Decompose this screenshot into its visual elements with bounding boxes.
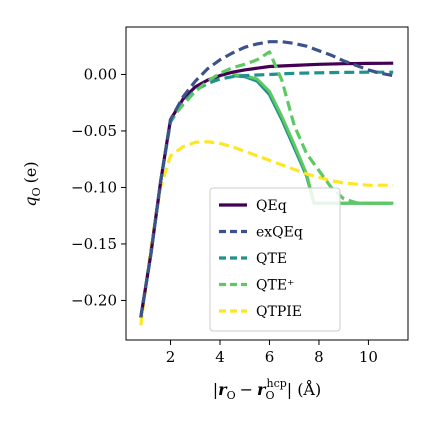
y-tick-label: −0.05 bbox=[71, 122, 117, 140]
y-tick-label: −0.10 bbox=[71, 178, 117, 196]
y-axis-label: qO(e) bbox=[21, 161, 43, 206]
y-tick-label: −0.20 bbox=[71, 291, 117, 309]
legend-label-0: QEq bbox=[256, 198, 287, 214]
series-line-4 bbox=[139, 140, 394, 326]
legend-label-3: QTE⁺ bbox=[256, 278, 294, 294]
legend-label-1: exQEq bbox=[256, 225, 303, 241]
x-tick-label: 10 bbox=[359, 348, 378, 366]
y-tick-label: 0.00 bbox=[84, 65, 117, 83]
series-line-1 bbox=[139, 40, 394, 318]
x-tick-label: 8 bbox=[314, 348, 324, 366]
series-line-2 bbox=[139, 70, 394, 318]
x-tick-label: 6 bbox=[265, 348, 275, 366]
legend-box bbox=[209, 187, 341, 332]
x-tick-label: 4 bbox=[215, 348, 225, 366]
legend: QEq exQEq QTE QTE⁺ QTPIE bbox=[209, 187, 341, 332]
trace-qte-drop bbox=[232, 73, 394, 205]
x-tick-label: 2 bbox=[166, 348, 176, 366]
series-line-0 bbox=[139, 61, 394, 318]
legend-label-4: QTPIE bbox=[256, 304, 302, 320]
legend-label-2: QTE bbox=[256, 251, 287, 267]
x-axis: 2 4 6 8 10 bbox=[166, 340, 378, 366]
y-tick-label: −0.15 bbox=[71, 235, 117, 253]
y-axis: 0.00 −0.05 −0.10 −0.15 −0.20 bbox=[71, 65, 126, 309]
plot-frame bbox=[125, 26, 409, 341]
x-axis-label: |rO − rOhcp| (Å) bbox=[213, 377, 321, 402]
